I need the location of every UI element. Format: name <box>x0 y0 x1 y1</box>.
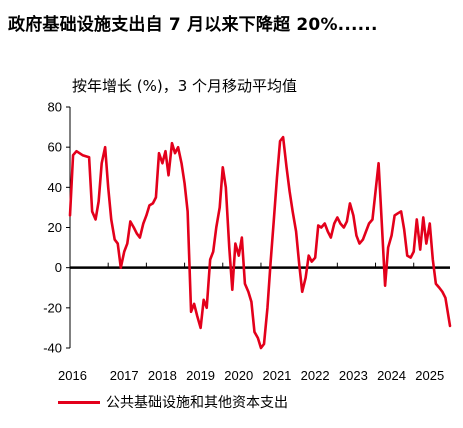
x-tick-label: 2021 <box>262 368 291 383</box>
y-tick-label: -40 <box>43 341 62 356</box>
series-layer <box>68 135 452 350</box>
x-tick-label: 2016 <box>58 368 87 383</box>
legend: 公共基础设施和其他资本支出 <box>58 392 288 412</box>
x-axis: 2016 2017 2018 2019 2020 2021 2022 2023 2024 2025 <box>58 262 450 383</box>
y-axis: -40 -20 0 20 40 60 80 <box>43 100 71 356</box>
y-tick-label: 60 <box>48 140 62 155</box>
x-tick-label: 2018 <box>148 368 177 383</box>
y-tick-label: 20 <box>48 220 62 235</box>
chart-subtitle: 按年增长 (%)，3 个月移动平均值 <box>72 77 298 95</box>
y-tick-label: 0 <box>55 260 62 275</box>
series-line-0 <box>68 135 452 350</box>
y-tick-label: -20 <box>43 300 62 315</box>
x-tick-label: 2023 <box>339 368 368 383</box>
legend-label: 公共基础设施和其他资本支出 <box>106 395 288 411</box>
x-tick-label: 2017 <box>110 368 139 383</box>
x-tick-label: 2020 <box>224 368 253 383</box>
y-tick-label: 80 <box>48 100 62 115</box>
x-tick-label: 2019 <box>186 368 215 383</box>
chart-title: 政府基础设施支出自 7 月以来下降超 20%...... <box>8 15 378 35</box>
x-tick-label: 2024 <box>377 368 406 383</box>
legend-swatch <box>58 400 100 404</box>
y-tick-label: 40 <box>48 180 62 195</box>
x-tick-label: 2022 <box>301 368 330 383</box>
x-tick-label: 2025 <box>415 368 444 383</box>
